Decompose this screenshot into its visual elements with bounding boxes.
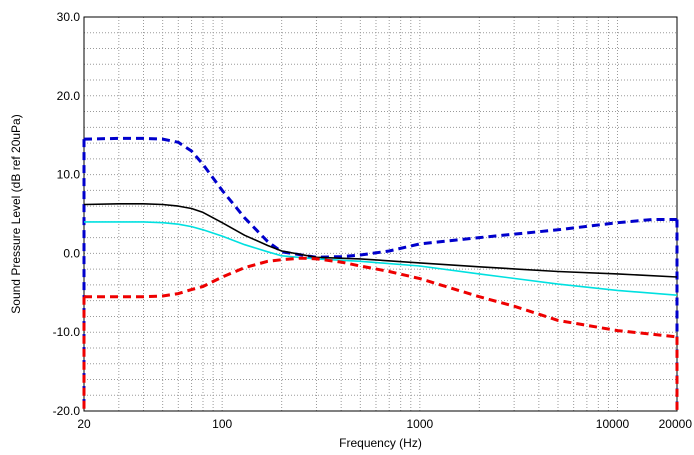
y-tick-labels: 30.0 20.0 10.0 0.0 -10.0 -20.0 (53, 10, 81, 418)
y-axis-label: Sound Pressure Level (dB ref 20uPa) (9, 114, 23, 313)
y-tick-label: 0.0 (63, 246, 80, 260)
y-tick-label: -10.0 (53, 325, 81, 339)
y-tick-label: 10.0 (57, 168, 81, 182)
x-axis-label: Frequency (Hz) (339, 436, 422, 450)
x-tick-label: 20 (77, 417, 91, 431)
x-tick-labels: 20 100 1000 10000 20000 (77, 417, 692, 431)
x-tick-label: 1000 (406, 417, 433, 431)
x-tick-label: 100 (212, 417, 232, 431)
y-tick-label: 20.0 (57, 89, 81, 103)
y-tick-label: -20.0 (53, 404, 81, 418)
y-tick-label: 30.0 (57, 10, 81, 24)
x-tick-label: 10000 (596, 417, 630, 431)
plot-frame (83, 16, 678, 412)
series-line-3 (84, 221, 678, 296)
grid (84, 17, 677, 411)
series-line-2 (83, 203, 678, 278)
x-tick-label: 20000 (659, 417, 693, 431)
series-line-1 (83, 136, 677, 259)
series-group (82, 136, 679, 411)
series-line-4 (84, 256, 678, 339)
